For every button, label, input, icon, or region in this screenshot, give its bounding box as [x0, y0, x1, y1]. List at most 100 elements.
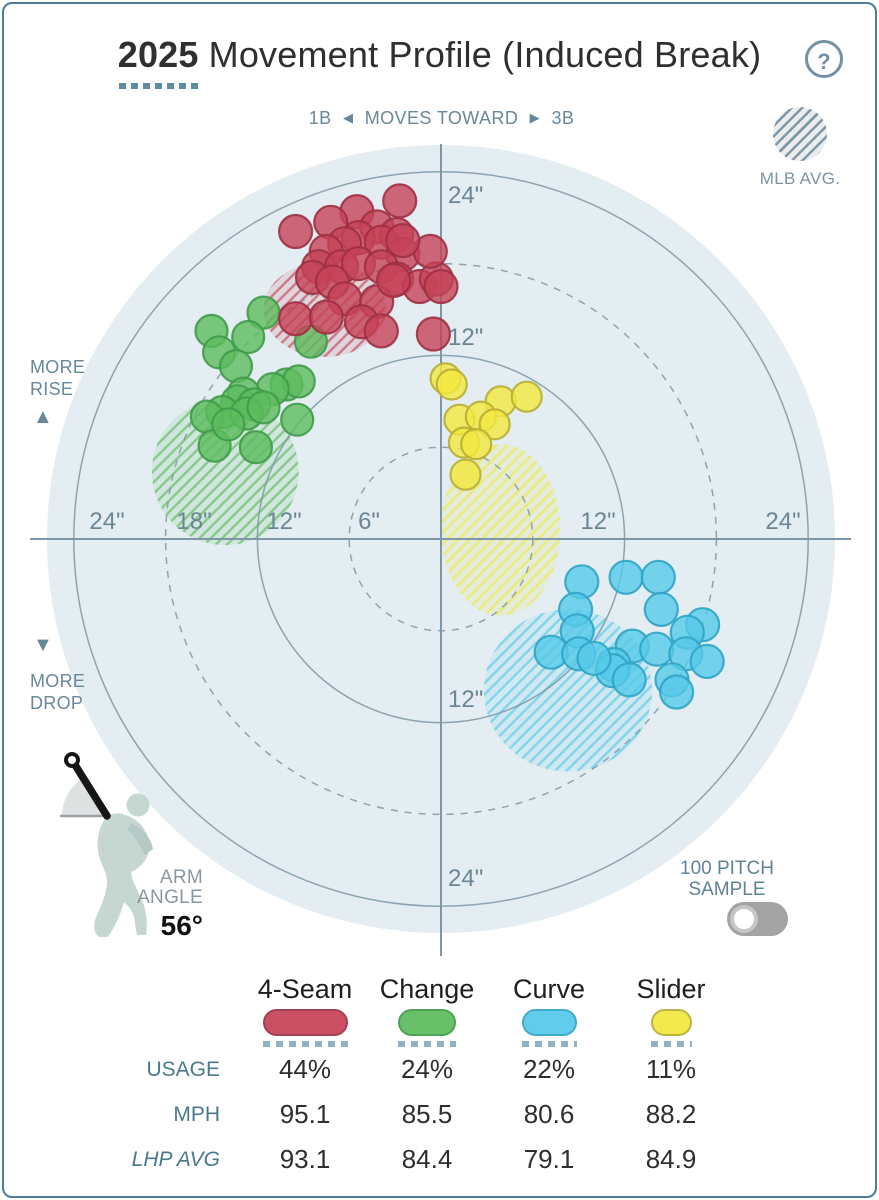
pitch-dot-Change — [231, 319, 266, 355]
pitch-dot-4-Seam — [423, 268, 459, 305]
v-tick-12-bottom: 12" — [448, 686, 484, 713]
pitch-dot-Change — [211, 407, 246, 442]
legend-pill-underline — [521, 1041, 577, 1047]
legend-pitch-name: Slider — [636, 974, 706, 1004]
legend-pill-underline — [398, 1041, 456, 1047]
h-tick-24-left: 24" — [89, 508, 125, 535]
arm-angle-label: ARM — [159, 867, 203, 888]
pitch-dot-Slider — [478, 408, 511, 441]
h-tick-18-left: 18" — [176, 508, 212, 535]
mph-value: 88.2 — [645, 1099, 697, 1129]
arrow-right-icon: ▶ — [529, 110, 541, 125]
mlb-avg-label: MLB AVG. — [759, 169, 841, 188]
mph-value: 95.1 — [279, 1099, 331, 1129]
rise-arrow-icon: ▲ — [33, 406, 53, 428]
pitch-dot-Curve — [640, 559, 676, 595]
lhp-avg-value: 84.9 — [645, 1144, 697, 1174]
usage-value: 24% — [400, 1054, 454, 1084]
mph-row: MPH 95.1 85.5 80.6 88.2 — [4, 1099, 732, 1130]
label-3b: 3B — [551, 108, 575, 128]
legend-names-row: 4-Seam Change Curve Slider — [4, 974, 732, 1005]
title-text: Movement Profile (Induced Break) — [208, 34, 762, 75]
pitch-dot-Slider — [435, 368, 468, 401]
h-tick-12-left: 12" — [266, 508, 302, 535]
pitch-dot-4-Seam — [278, 301, 314, 337]
arm-angle-needle — [68, 756, 111, 820]
legend-pill-underline — [650, 1041, 692, 1047]
pitch-dot-Curve — [658, 674, 695, 710]
moves-toward-label: 1B ◀ MOVES TOWARD ▶ 3B — [4, 108, 875, 129]
pitch-dot-Curve — [611, 662, 647, 698]
lhp-avg-row: LHP AVG 93.1 84.4 79.1 84.9 — [4, 1144, 732, 1175]
title-year: 2025 — [117, 34, 199, 75]
silhouette-head — [126, 793, 150, 817]
arm-angle-wedge — [62, 778, 107, 816]
silhouette-arm — [127, 824, 153, 855]
pitch-dot-Slider — [460, 428, 493, 461]
legend-pitch-name: Change — [379, 974, 475, 1004]
pitch-dot-Curve — [608, 559, 644, 595]
pitch-dot-4-Seam — [382, 183, 418, 219]
toggle-knob — [730, 905, 758, 933]
pitch-dot-4-Seam — [376, 262, 412, 298]
more-drop-label: MORE DROP — [30, 671, 86, 713]
v-tick-24-bottom: 24" — [448, 865, 484, 892]
pitch-dot-4-Seam — [363, 313, 399, 349]
pitch-dot-Curve — [643, 591, 679, 628]
pitch-dot-Slider — [449, 458, 482, 491]
pitcher-silhouette-icon — [60, 752, 153, 937]
legend-pill-underline — [262, 1041, 348, 1047]
arrow-left-icon: ◀ — [342, 110, 354, 125]
v-tick-12-top: 12" — [448, 324, 484, 351]
pitch-dot-Curve — [576, 640, 612, 676]
h-tick-24-right: 24" — [765, 508, 801, 535]
legend-pill — [398, 1009, 456, 1036]
legend-pills-row — [4, 1009, 732, 1047]
mlb-avg-hatch-icon — [773, 107, 827, 161]
silhouette-body — [94, 813, 150, 937]
page-title: 2025 Movement Profile (Induced Break) — [4, 34, 875, 76]
mph-value: 85.5 — [401, 1099, 453, 1129]
mph-row-label: MPH — [173, 1102, 220, 1126]
pitch-dot-Curve — [689, 643, 725, 680]
mlb-avg-legend: MLB AVG. — [748, 107, 852, 189]
usage-row: USAGE 44% 24% 22% 11% — [4, 1054, 732, 1085]
arm-angle-widget: ARM ANGLE 56° — [121, 868, 203, 942]
pitch-dot-Change — [238, 430, 273, 465]
usage-value: 11% — [645, 1054, 697, 1084]
pitch-dot-Slider — [510, 380, 543, 413]
pitch-dot-4-Seam — [278, 213, 314, 250]
legend-pitch-name: Curve — [512, 974, 586, 1004]
pitch-dot-Change — [280, 402, 315, 437]
pitch-dot-Curve — [639, 631, 675, 667]
drop-arrow-icon: ▼ — [33, 634, 53, 656]
pitch-dot-Change — [246, 390, 281, 425]
pitch-sample-label: 100 PITCH SAMPLE — [680, 858, 774, 900]
lhp-avg-value: 93.1 — [279, 1144, 331, 1174]
pitch-dot-4-Seam — [308, 299, 344, 335]
lhp-avg-row-label: LHP AVG — [131, 1147, 220, 1171]
legend-pitch-name: 4-Seam — [257, 974, 353, 1004]
movement-chart — [30, 144, 851, 956]
arm-angle-value: 56° — [160, 910, 203, 941]
label-1b: 1B — [308, 108, 332, 128]
more-rise-label: MORE RISE — [30, 357, 86, 399]
label-moves-toward: MOVES TOWARD — [364, 108, 519, 128]
lhp-avg-value: 84.4 — [401, 1144, 453, 1174]
mph-value: 80.6 — [523, 1099, 575, 1129]
v-tick-24-top: 24" — [448, 182, 484, 209]
legend-pill — [262, 1009, 348, 1036]
usage-value: 44% — [278, 1054, 332, 1084]
usage-value: 22% — [522, 1054, 576, 1084]
legend-pill — [521, 1009, 577, 1036]
usage-row-label: USAGE — [146, 1057, 220, 1081]
pitch-sample-toggle[interactable] — [727, 902, 788, 936]
pitch-dot-4-Seam — [385, 223, 421, 259]
help-icon[interactable]: ? — [805, 40, 843, 78]
h-tick-12-right: 12" — [580, 508, 616, 535]
arm-angle-needle-tip — [64, 752, 80, 768]
pitch-dot-4-Seam — [415, 316, 451, 352]
legend-pill — [650, 1009, 692, 1036]
lhp-avg-value: 79.1 — [523, 1144, 575, 1174]
